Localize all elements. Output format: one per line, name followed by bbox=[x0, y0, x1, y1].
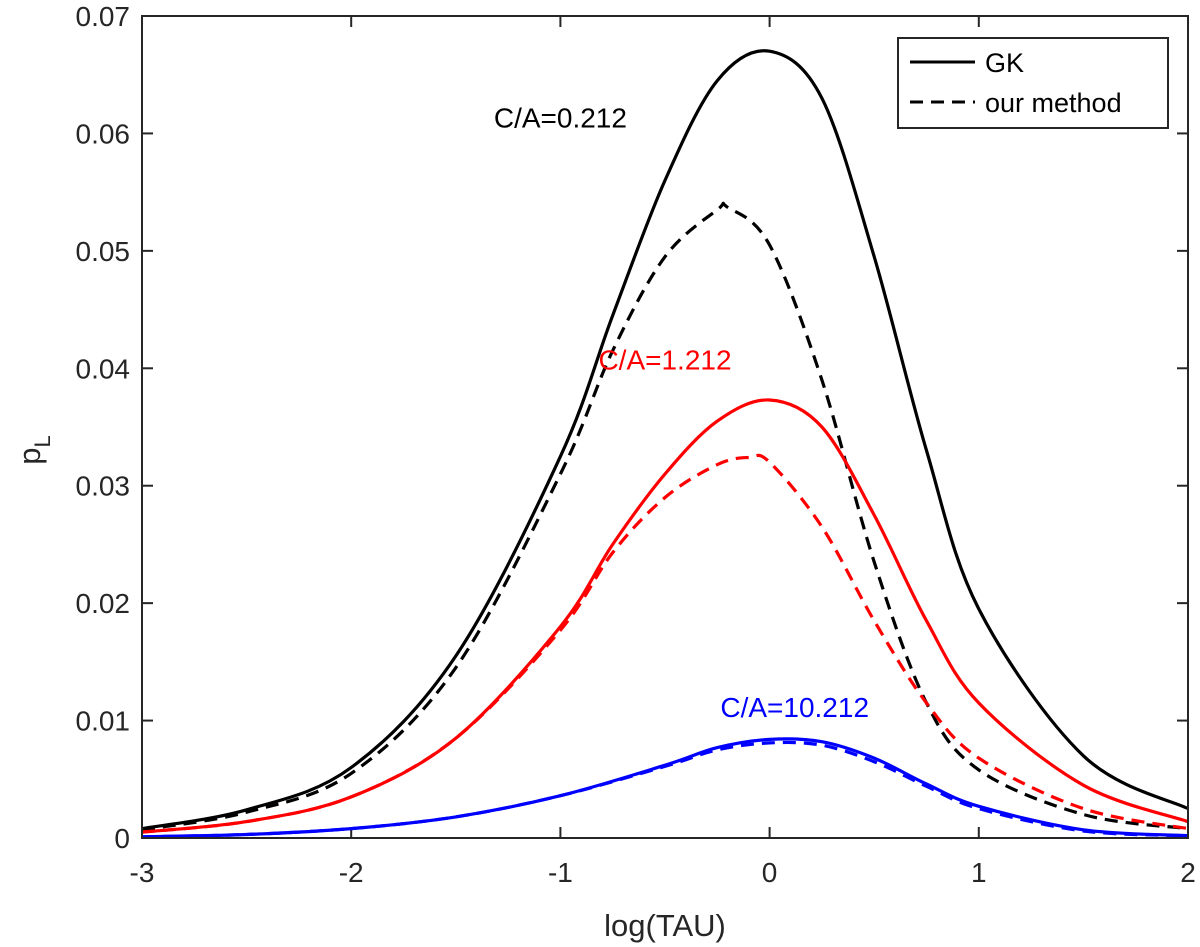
series-line bbox=[141, 201, 1189, 832]
curve-annotation: C/A=10.212 bbox=[720, 692, 869, 723]
plot-area bbox=[142, 16, 1188, 838]
curve-annotation: C/A=1.212 bbox=[598, 344, 731, 375]
y-tick-label: 0.03 bbox=[76, 471, 131, 502]
y-axis-label-base: p bbox=[12, 448, 47, 465]
x-tick-label: -1 bbox=[548, 857, 573, 888]
y-tick-label: 0.02 bbox=[76, 588, 131, 619]
y-axis-label-subscript: L bbox=[30, 435, 55, 447]
curve-annotation: C/A=0.212 bbox=[494, 103, 627, 134]
y-tick-label: 0.07 bbox=[76, 1, 131, 32]
annotations-layer: C/A=0.212 C/A=1.212 C/A=10.212 bbox=[494, 103, 869, 723]
legend-label-gk: GK bbox=[985, 48, 1024, 78]
y-tick-label: 0.05 bbox=[76, 236, 131, 267]
series-line bbox=[141, 49, 1189, 831]
series-line bbox=[141, 737, 1189, 839]
series-layer bbox=[141, 49, 1189, 839]
svg-text:pL: pL bbox=[12, 435, 55, 465]
x-tick-label: 2 bbox=[1180, 857, 1196, 888]
x-axis-label: log(TAU) bbox=[604, 908, 726, 943]
y-tick-label: 0.06 bbox=[76, 118, 131, 149]
y-tick-label: 0.04 bbox=[76, 353, 131, 384]
y-tick-label: 0 bbox=[114, 823, 130, 854]
x-tick-label: -3 bbox=[130, 857, 155, 888]
legend-box bbox=[897, 37, 1169, 129]
y-tick-label: 0.01 bbox=[76, 706, 131, 737]
plot-frame bbox=[141, 15, 1189, 839]
x-tick-label: -2 bbox=[339, 857, 364, 888]
y-axis-label: pL bbox=[12, 435, 55, 465]
legend-label-our-method: our method bbox=[985, 88, 1122, 118]
x-tick-label: 1 bbox=[971, 857, 987, 888]
x-tick-label: 0 bbox=[762, 857, 778, 888]
legend: GK our method bbox=[897, 37, 1169, 129]
